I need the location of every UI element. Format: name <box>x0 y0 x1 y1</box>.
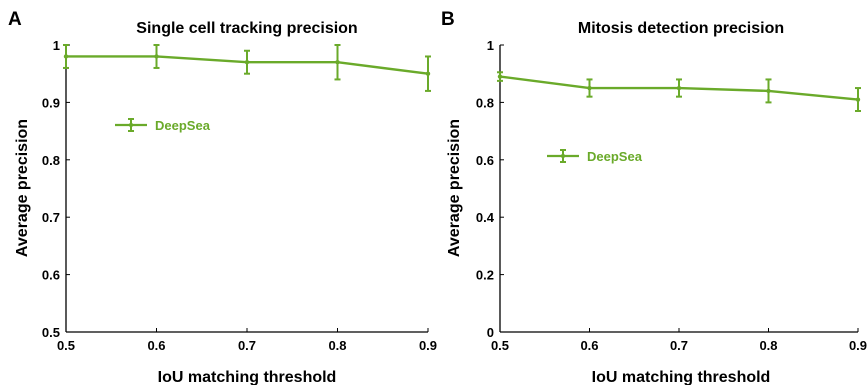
legend-label: DeepSea <box>587 149 643 164</box>
data-point <box>154 54 159 59</box>
x-tick-label: 0.8 <box>328 338 346 353</box>
panel-a-title: Single cell tracking precision <box>136 20 357 37</box>
x-tick-label: 0.8 <box>759 338 777 353</box>
panel-a-plot-area: 0.5 0.6 0.7 0.8 0.9 0.5 0.6 0.7 0.8 0.9 1 DeepSea <box>42 38 437 353</box>
legend-label: DeepSea <box>155 118 211 133</box>
y-tick-label: 0.6 <box>42 268 60 283</box>
x-tick-label: 0.6 <box>580 338 598 353</box>
data-point <box>425 71 431 76</box>
panel-a-letter: A <box>8 9 22 30</box>
x-tick-label: 0.7 <box>670 338 688 353</box>
legend-marker <box>560 153 566 159</box>
data-point <box>766 88 771 94</box>
panel-b-letter: B <box>441 9 455 30</box>
data-point <box>244 60 250 65</box>
data-point <box>676 85 682 91</box>
data-point <box>335 60 340 65</box>
data-point <box>63 54 69 59</box>
x-tick-label: 0.5 <box>491 338 509 353</box>
panel-b-x-axis-label: IoU matching threshold <box>592 369 771 385</box>
x-tick-label: 0.6 <box>147 338 165 353</box>
panel-b: B Mitosis detection precision IoU matchi… <box>441 9 867 385</box>
data-point <box>855 97 861 102</box>
x-tick-label: 0.9 <box>849 338 867 353</box>
y-tick-label: 0.4 <box>476 210 495 225</box>
panel-a-x-axis-label: IoU matching threshold <box>158 369 337 385</box>
y-tick-label: 0 <box>487 325 494 340</box>
y-tick-label: 1 <box>487 38 494 53</box>
x-tick-label: 0.7 <box>238 338 256 353</box>
panel-a: A Single cell tracking precision IoU mat… <box>8 9 437 385</box>
y-tick-label: 0.7 <box>42 210 60 225</box>
y-tick-label: 0.5 <box>42 325 60 340</box>
y-tick-label: 0.9 <box>42 95 60 110</box>
legend-marker <box>128 122 134 128</box>
y-tick-label: 0.8 <box>476 95 494 110</box>
panel-b-plot-area: 0.5 0.6 0.7 0.8 0.9 0 0.2 0.4 0.6 0.8 1 DeepSea <box>476 38 867 353</box>
panel-b-y-axis-label: Average precision <box>446 119 463 257</box>
y-tick-label: 1 <box>53 38 60 53</box>
y-tick-label: 0.8 <box>42 153 60 168</box>
y-tick-label: 0.2 <box>476 268 494 283</box>
x-tick-label: 0.9 <box>419 338 437 353</box>
panel-a-y-axis-label: Average precision <box>14 119 31 257</box>
data-point <box>587 85 592 91</box>
data-point <box>497 74 503 79</box>
x-tick-label: 0.5 <box>57 338 75 353</box>
panel-b-title: Mitosis detection precision <box>578 20 784 37</box>
y-tick-label: 0.6 <box>476 153 494 168</box>
